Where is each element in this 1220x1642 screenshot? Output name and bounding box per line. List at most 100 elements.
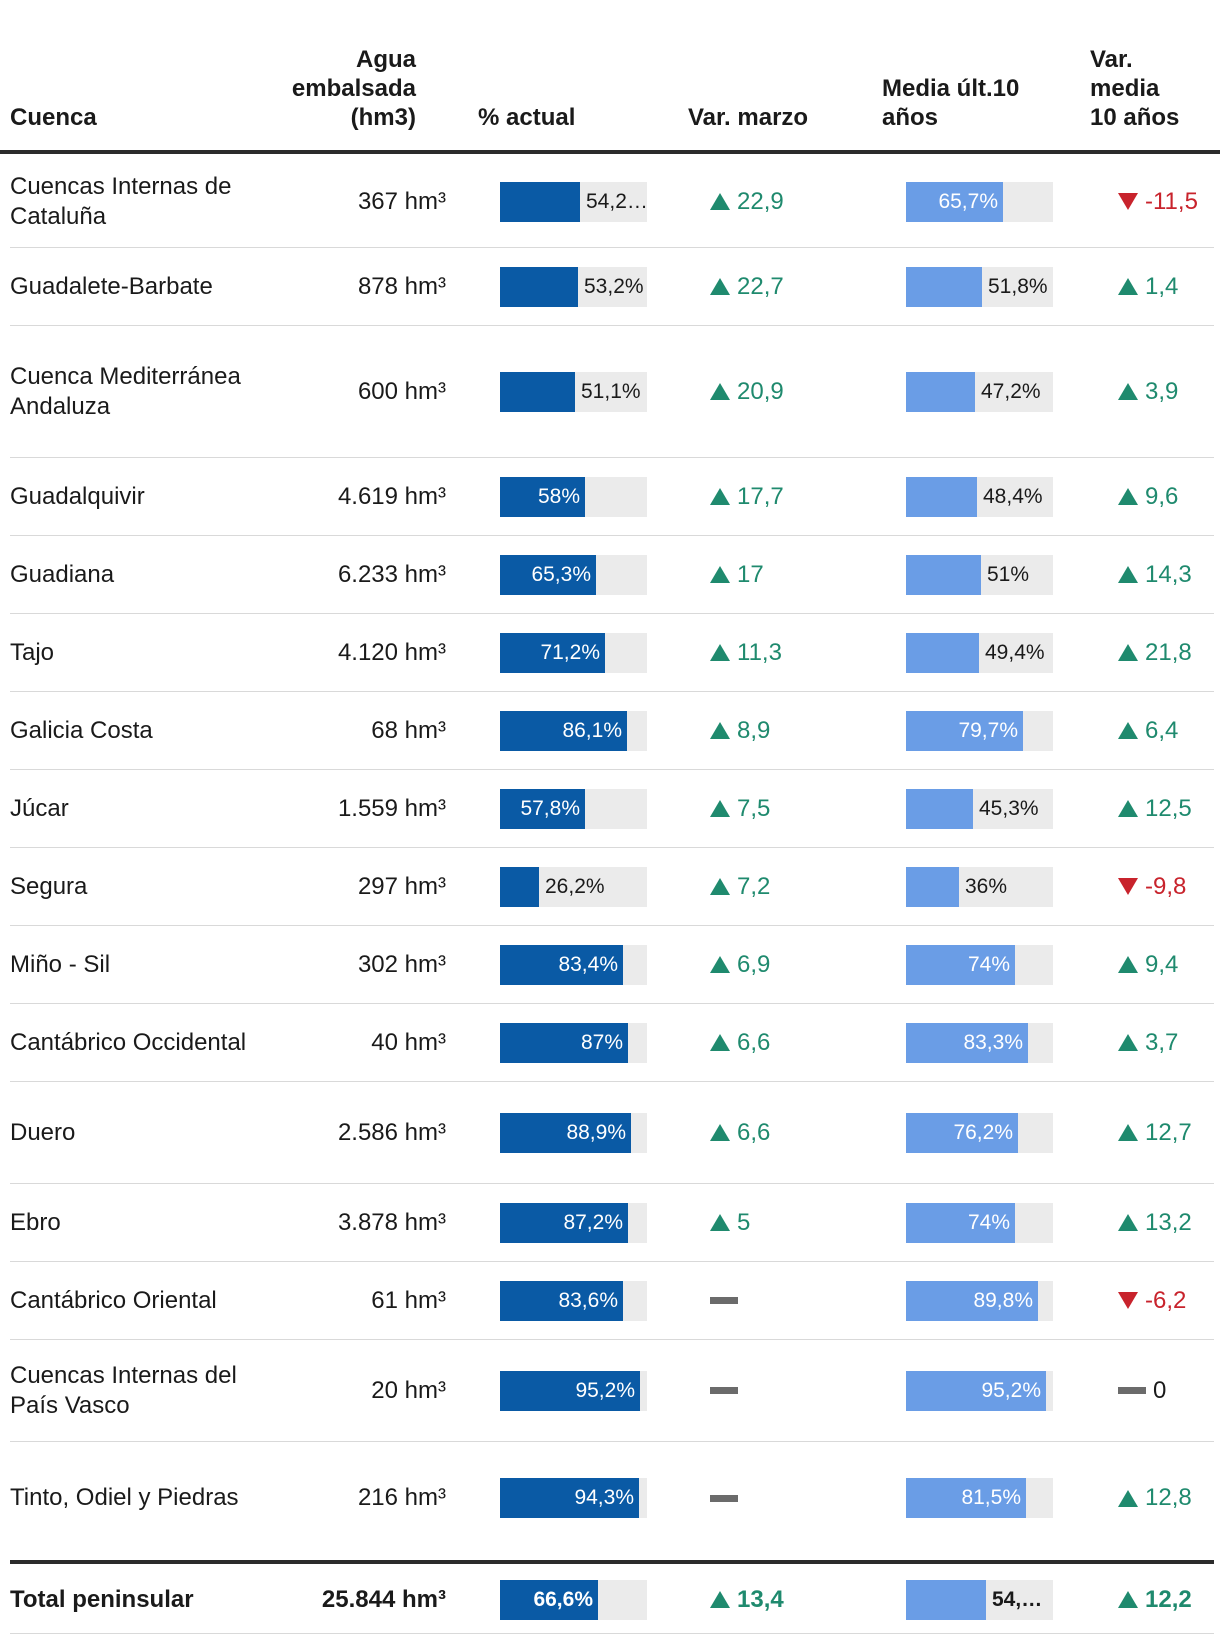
- media-cell: 89,8%: [906, 1262, 1056, 1339]
- media-cell: 49,4%: [906, 614, 1056, 691]
- var-media-value: 0: [1153, 1376, 1167, 1404]
- var-media: 0: [1118, 1376, 1166, 1406]
- header-var-media: Var. media 10 años: [1090, 46, 1180, 131]
- var-marzo-cell: 22,9: [710, 156, 860, 247]
- var-media-value: 21,8: [1145, 638, 1192, 666]
- media-bar-label: 54,…: [992, 1587, 1043, 1611]
- pct-actual-bar-label: 65,3%: [531, 562, 591, 586]
- var-media-cell: 12,2: [1118, 1566, 1220, 1633]
- var-media-value: 1,4: [1145, 272, 1179, 300]
- pct-actual-bar-label: 71,2%: [540, 640, 600, 664]
- pct-actual-bar: 87%: [500, 1022, 647, 1063]
- var-media-cell: -9,8: [1118, 848, 1220, 925]
- arrow-up-icon: [1118, 1034, 1138, 1051]
- var-media-value: 12,8: [1145, 1484, 1192, 1511]
- arrow-up-icon: [1118, 383, 1138, 400]
- stored-water: 878 hm³: [357, 272, 446, 300]
- media-cell: 36%: [906, 848, 1056, 925]
- pct-actual-bar-fill: [500, 1370, 640, 1411]
- var-marzo-value: 6,6: [737, 1118, 771, 1146]
- pct-actual-bar: 88,9%: [500, 1112, 647, 1153]
- arrow-up-icon: [710, 1214, 730, 1231]
- media-bar: 76,2%: [906, 1112, 1053, 1153]
- media-bar-label: 95,2%: [981, 1378, 1041, 1402]
- header-media: Media últ.10 años: [882, 75, 1020, 131]
- media-bar-fill: [906, 866, 959, 907]
- pct-actual-cell: 87%: [500, 1004, 650, 1081]
- pct-actual-bar-fill: [500, 1022, 628, 1063]
- total-divider: [10, 1560, 1214, 1564]
- basin-name: Cuencas Internas de Cataluña: [10, 172, 232, 230]
- pct-actual-cell: 26,2%: [500, 848, 650, 925]
- arrow-up-icon: [1118, 1214, 1138, 1231]
- media-bar: 81,5%: [906, 1478, 1053, 1518]
- table-row: Segura 297 hm³ 26,2% 7,2 36% -9,8: [10, 848, 1214, 926]
- var-marzo: 22,9: [710, 187, 784, 217]
- media-cell: 79,7%: [906, 692, 1056, 769]
- var-marzo: [710, 1494, 745, 1502]
- dash-icon: [710, 1494, 738, 1502]
- media-bar: 74%: [906, 1202, 1053, 1243]
- media-bar-label: 47,2%: [981, 379, 1041, 403]
- var-marzo-value: 6,6: [737, 1028, 771, 1056]
- media-bar-label: 65,7%: [938, 189, 998, 213]
- media-bar-fill: [906, 1202, 1015, 1243]
- pct-actual-bar-label: 88,9%: [566, 1120, 626, 1144]
- pct-actual-bar: 86,1%: [500, 710, 647, 751]
- pct-actual-bar-label: 58%: [537, 484, 580, 508]
- pct-actual-bar: 65,3%: [500, 554, 647, 595]
- var-marzo-cell: 5: [710, 1184, 860, 1261]
- pct-actual-bar-label: 95,2%: [575, 1378, 635, 1402]
- var-media-cell: 12,7: [1118, 1082, 1220, 1183]
- var-marzo-value: 22,7: [737, 272, 784, 300]
- var-media-cell: 9,6: [1118, 458, 1220, 535]
- pct-actual-bar: 71,2%: [500, 632, 647, 673]
- var-media-value: -6,2: [1145, 1286, 1187, 1314]
- var-marzo-value: 8,9: [737, 716, 771, 744]
- var-media-cell: 0: [1118, 1340, 1220, 1441]
- var-marzo-value: 17,7: [737, 482, 784, 510]
- pct-actual-bar: 66,6%: [500, 1579, 647, 1620]
- header-pct-actual: % actual: [478, 104, 576, 131]
- var-media-value: 12,2: [1145, 1585, 1192, 1613]
- var-media-value: 9,6: [1145, 482, 1179, 510]
- table-row: Cuencas Internas de Cataluña 367 hm³ 54,2……: [10, 156, 1214, 248]
- arrow-up-icon: [710, 644, 730, 661]
- pct-actual-cell: 65,3%: [500, 536, 650, 613]
- var-marzo-cell: 13,4: [710, 1566, 860, 1633]
- media-bar-label: 79,7%: [958, 718, 1018, 742]
- media-cell: 76,2%: [906, 1082, 1056, 1183]
- pct-actual-bar: 58%: [500, 476, 647, 517]
- media-bar-label: 81,5%: [961, 1486, 1021, 1509]
- media-bar-fill: [906, 710, 1023, 751]
- media-bar: 79,7%: [906, 710, 1053, 751]
- pct-actual-cell: 83,6%: [500, 1262, 650, 1339]
- table-row: Cuenca Mediterránea Andaluza 600 hm³ 51,1%…: [10, 326, 1214, 458]
- var-media-cell: -6,2: [1118, 1262, 1220, 1339]
- stored-water: 1.559 hm³: [337, 794, 446, 822]
- basin-name: Guadiana: [10, 560, 115, 588]
- stored-water: 40 hm³: [371, 1028, 446, 1056]
- pct-actual-bar-label: 83,6%: [558, 1288, 618, 1312]
- media-bar-fill: [906, 1022, 1028, 1063]
- var-marzo-cell: [710, 1442, 860, 1554]
- var-media: -11,5: [1118, 187, 1198, 217]
- pct-actual-bar-fill: [500, 554, 596, 595]
- arrow-up-icon: [1118, 278, 1138, 295]
- basin-name: Segura: [10, 872, 88, 900]
- var-marzo-cell: 6,6: [710, 1082, 860, 1183]
- pct-actual-bar-label: 26,2%: [545, 874, 605, 898]
- arrow-up-icon: [1118, 644, 1138, 661]
- pct-actual-bar: 83,6%: [500, 1280, 647, 1321]
- pct-actual-bar-fill: [500, 1579, 598, 1620]
- media-bar: 74%: [906, 944, 1053, 985]
- media-bar-label: 45,3%: [979, 796, 1039, 820]
- var-marzo-value: 11,3: [737, 638, 782, 666]
- var-marzo-value: 7,2: [737, 872, 771, 900]
- media-bar: 54,…: [906, 1579, 1053, 1620]
- media-cell: 74%: [906, 926, 1056, 1003]
- pct-actual-bar: 57,8%: [500, 788, 647, 829]
- basin-name: Guadalete-Barbate: [10, 272, 213, 300]
- arrow-up-icon: [1118, 1489, 1138, 1507]
- var-media-value: 12,5: [1145, 794, 1192, 822]
